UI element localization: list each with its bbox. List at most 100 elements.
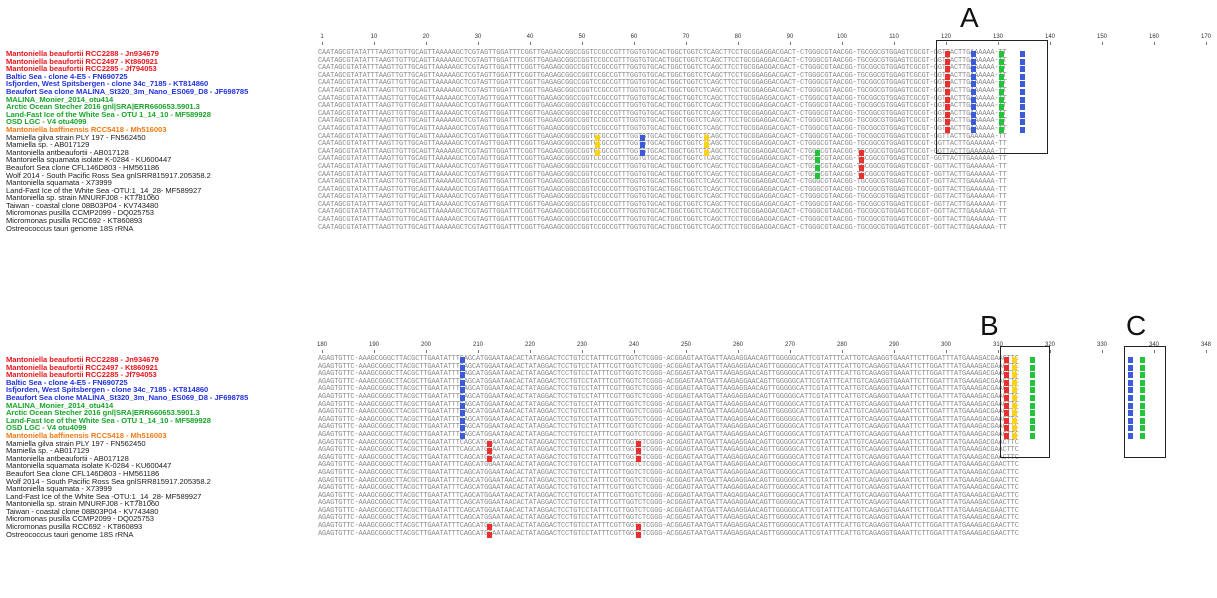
sequence-row: AGAGTGTTC-AAAGCGGGCTTACGCTTGAATATTTCAGCA…	[318, 370, 1019, 379]
sequence-row: AGAGTGTTC-AAAGCGGGCTTACGCTTGAATATTTCAGCA…	[318, 446, 1019, 455]
ruler-tick	[686, 42, 687, 45]
species-label: Mantoniella baffinensis RCC5418 - Mh5160…	[6, 430, 167, 440]
sequence-row: AGAGTGTTC-AAAGCGGGCTTACGCTTGAATATTTCAGCA…	[318, 355, 1019, 363]
species-label: Baltic Sea - clone 4-E5 - FN690725	[6, 71, 128, 81]
nucleotide-highlight	[945, 111, 950, 118]
ruler-tick	[1050, 350, 1051, 353]
ruler-tick-label: 50	[578, 34, 586, 40]
sequence-row: AGAGTGTTC-AAAGCGGGCTTACGCTTGAATATTTCAGCA…	[318, 415, 1019, 424]
nucleotide-highlight	[636, 531, 641, 538]
species-label: Wolf 2014 - South Pacific Ross Sea gnlSR…	[6, 170, 211, 180]
nucleotide-highlight	[1140, 379, 1145, 386]
species-label: Micromonas pusilla RCC692 - KT860893	[6, 216, 143, 226]
species-label: Mantoniella squamata isolate K-0284 - KU…	[6, 461, 172, 471]
nucleotide-highlight	[487, 524, 492, 531]
species-label: Taiwan - coastal clone 08B03P04 - KV7434…	[6, 200, 159, 210]
species-label: Isfjorden, West Spitsbergen - clone 34c_…	[6, 385, 209, 395]
nucleotide-highlight	[1140, 402, 1145, 409]
nucleotide-highlight	[1020, 96, 1025, 103]
ruler-tick-label: 270	[784, 342, 796, 348]
ruler-tick	[634, 42, 635, 45]
sequence-row: AGAGTGTTC-AAAGCGGGCTTACGCTTGAATATTTCAGCA…	[318, 400, 1019, 409]
nucleotide-highlight	[999, 66, 1004, 73]
nucleotide-highlight	[971, 89, 976, 95]
nucleotide-highlight	[1020, 51, 1025, 57]
nucleotide-highlight	[636, 455, 641, 462]
ruler-tick	[322, 42, 323, 45]
ruler-tick	[894, 350, 895, 353]
ruler-tick	[374, 350, 375, 353]
ruler-tick	[894, 42, 895, 45]
ruler-tick-label: 340	[1148, 342, 1160, 348]
sequence-row: AGAGTGTTC-AAAGCGGGCTTACGCTTGAATATTTCAGCA…	[318, 522, 1019, 531]
nucleotide-highlight	[704, 149, 709, 156]
nucleotide-highlight	[487, 455, 492, 462]
nucleotide-highlight	[1128, 402, 1133, 409]
sequence-row: CAATAGCGTATATTTAAGTTGTTGCAGTTAAAAAGCTCGT…	[318, 216, 1007, 225]
nucleotide-highlight	[636, 448, 641, 455]
species-label: Mantoniella beaufortii RCC2285 - Jf79405…	[6, 370, 157, 380]
nucleotide-highlight	[1020, 89, 1025, 95]
ruler-tick-label: 210	[472, 342, 484, 348]
nucleotide-highlight	[1128, 425, 1133, 432]
nucleotide-highlight	[1128, 357, 1133, 363]
ruler-tick-label: 70	[682, 34, 690, 40]
nucleotide-highlight	[1140, 395, 1145, 401]
ruler-tick	[998, 42, 999, 45]
nucleotide-highlight	[1020, 66, 1025, 73]
nucleotide-highlight	[1012, 417, 1017, 424]
nucleotide-highlight	[971, 119, 976, 126]
nucleotide-highlight	[1030, 395, 1035, 401]
species-label: Mantoniella baffinensis RCC5418 - Mh5160…	[6, 124, 167, 134]
ruler-tick	[1154, 42, 1155, 45]
species-label: Ostreococcus tauri genome 18S rRNA	[6, 223, 134, 233]
ruler-tick-label: 280	[836, 342, 848, 348]
box-label-a: A	[960, 2, 979, 33]
sequence-row: CAATAGCGTATATTTAAGTTGTTGCAGTTAAAAAGCTCGT…	[318, 193, 1007, 202]
sequence-row: CAATAGCGTATATTTAAGTTGTTGCAGTTAAAAAGCTCGT…	[318, 49, 1007, 57]
nucleotide-highlight	[1140, 372, 1145, 379]
ruler-tick	[478, 42, 479, 45]
nucleotide-highlight	[1012, 425, 1017, 432]
nucleotide-highlight	[999, 96, 1004, 103]
nucleotide-highlight	[999, 51, 1004, 57]
nucleotide-highlight	[1128, 379, 1133, 386]
nucleotide-highlight	[971, 73, 976, 80]
sequence-row: CAATAGCGTATATTTAAGTTGTTGCAGTTAAAAAGCTCGT…	[318, 64, 1007, 73]
nucleotide-highlight	[1012, 433, 1017, 439]
species-label: MALINA_Monier_2014_otu414	[6, 94, 114, 104]
sequence-block-top: CAATAGCGTATATTTAAGTTGTTGCAGTTAAAAAGCTCGT…	[318, 49, 1007, 232]
species-label: Mantoniella sp. strain MNURFJ08 - KT7810…	[6, 193, 160, 203]
nucleotide-highlight	[595, 142, 600, 149]
nucleotide-highlight	[1012, 395, 1017, 401]
species-label: Taiwan - coastal clone 08B03P04 - KV7434…	[6, 506, 159, 516]
sequence-row: AGAGTGTTC-AAAGCGGGCTTACGCTTGAATATTTCAGCA…	[318, 491, 1019, 500]
nucleotide-highlight	[460, 372, 465, 379]
ruler-tick-label: 260	[732, 342, 744, 348]
ruler-tick	[998, 350, 999, 353]
nucleotide-highlight	[460, 402, 465, 409]
nucleotide-highlight	[1004, 410, 1009, 417]
ruler-tick	[582, 350, 583, 353]
sequence-row: CAATAGCGTATATTTAAGTTGTTGCAGTTAAAAAGCTCGT…	[318, 178, 1007, 187]
sequence-row: AGAGTGTTC-AAAGCGGGCTTACGCTTGAATATTTCAGCA…	[318, 468, 1019, 477]
nucleotide-highlight	[1004, 417, 1009, 424]
nucleotide-highlight	[1020, 81, 1025, 88]
nucleotide-highlight	[971, 96, 976, 103]
species-label: Mantoniella sp. strain MNURFJ08 - KT7810…	[6, 499, 160, 509]
species-label: Ostreococcus tauri genome 18S rRNA	[6, 529, 134, 539]
ruler-tick	[946, 42, 947, 45]
species-label: Land-Fast Ice of the White Sea -OTU:1_14…	[6, 491, 202, 501]
ruler-tick	[1206, 42, 1207, 45]
ruler-tick	[530, 350, 531, 353]
sequence-row: AGAGTGTTC-AAAGCGGGCTTACGCTTGAATATTTCAGCA…	[318, 408, 1019, 417]
ruler-tick	[426, 350, 427, 353]
nucleotide-highlight	[1140, 387, 1145, 394]
ruler-tick-label: 110	[889, 34, 899, 40]
nucleotide-highlight	[945, 66, 950, 73]
ruler-tick-label: 10	[370, 34, 378, 40]
ruler-tick-label: 300	[940, 342, 952, 348]
nucleotide-highlight	[1128, 433, 1133, 439]
alignment-panel-top: 1 10 20 30 40 50 60 70 80 90 100 110 120 130 140 150 160…	[6, 2, 1211, 233]
nucleotide-highlight	[1012, 410, 1017, 417]
